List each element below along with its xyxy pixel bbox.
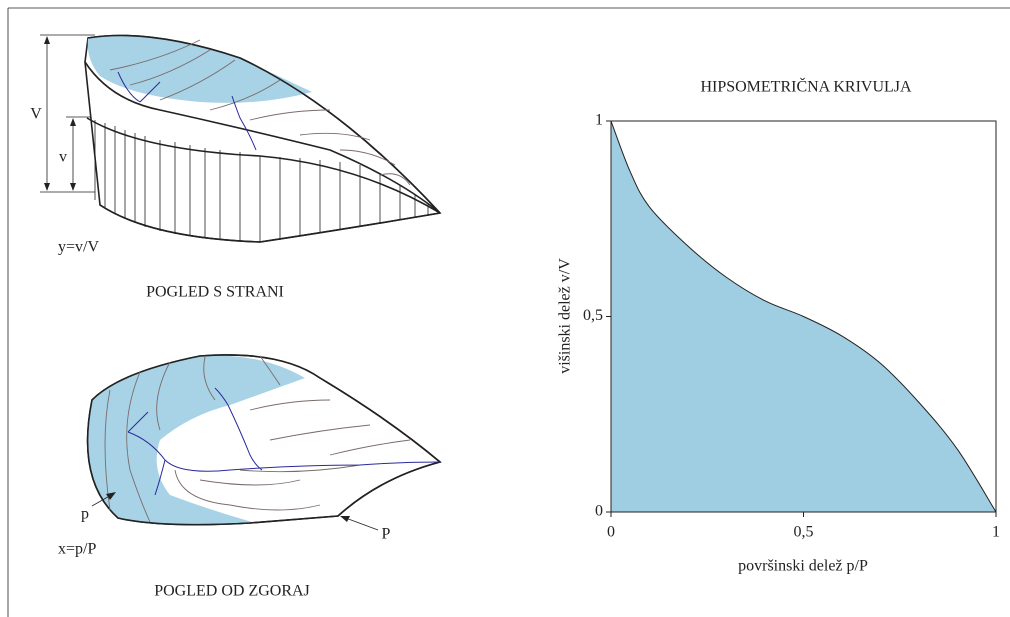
caption-top: POGLED OD ZGORAJ	[154, 583, 310, 600]
y-tick-label: 1	[595, 112, 603, 129]
label-v-small: v	[59, 149, 67, 166]
chart-title: HIPSOMETRIČNA KRIVULJA	[700, 77, 912, 96]
x-tick-label: 0	[607, 524, 615, 541]
side-view	[40, 34, 442, 243]
caption-side: POGLED S STRANI	[146, 284, 284, 301]
x-axis-label: površinski delež p/P	[738, 558, 868, 575]
x-tick-label: 1	[992, 524, 1000, 541]
label-v-big: V	[30, 106, 42, 123]
top-view	[86, 354, 442, 531]
area-line	[610, 120, 997, 513]
label-p-big: P	[382, 526, 391, 543]
y-tick-label: 0,5	[583, 307, 603, 324]
y-axis-label: višinski delež v/V	[557, 258, 574, 374]
formula-y: y=v/V	[58, 239, 99, 256]
plot: 0 0,5 1 0 0,5 1	[583, 112, 1000, 541]
x-tick-label: 0,5	[794, 524, 814, 541]
formula-x: x=p/P	[58, 541, 96, 558]
label-p-small: p	[81, 506, 89, 523]
y-tick-label: 0	[595, 503, 603, 520]
